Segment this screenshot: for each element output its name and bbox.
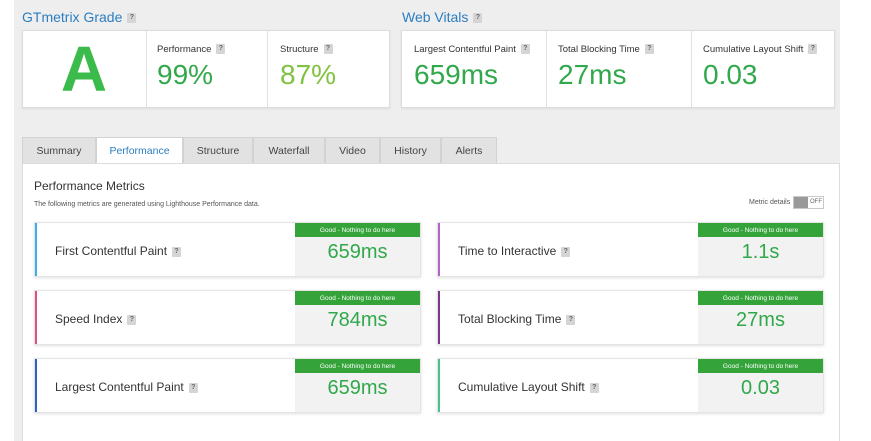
vital-lcp-value: 659ms: [414, 59, 499, 90]
web-vitals-title-text: Web Vitals: [402, 9, 469, 25]
performance-label: Performance?: [157, 44, 226, 55]
web-vitals-title: Web Vitals?: [402, 9, 483, 25]
help-icon[interactable]: ?: [808, 44, 818, 55]
metric-name: Cumulative Layout Shift?: [458, 380, 599, 394]
metric-color-bar: [35, 359, 37, 412]
help-icon[interactable]: ?: [566, 314, 576, 325]
tab-history[interactable]: History: [380, 137, 441, 164]
metric-name-text: Largest Contentful Paint: [55, 380, 184, 394]
good-badge: Good - Nothing to do here: [295, 359, 420, 373]
tab-alerts[interactable]: Alerts: [441, 137, 497, 164]
divider: [146, 31, 147, 107]
help-icon[interactable]: ?: [520, 44, 530, 55]
metric-result: Good - Nothing to do here 659ms: [295, 223, 420, 276]
divider: [691, 31, 692, 107]
web-vitals-card: Largest Contentful Paint? 659ms Total Bl…: [401, 30, 835, 108]
structure-label-text: Structure: [280, 44, 319, 55]
metric-result: Good - Nothing to do here 659ms: [295, 359, 420, 412]
metric-name-text: Time to Interactive: [458, 244, 557, 258]
divider: [546, 31, 547, 107]
vital-lcp-label-text: Largest Contentful Paint: [414, 44, 516, 55]
metric-result: Good - Nothing to do here 0.03: [698, 359, 823, 412]
performance-panel: Performance Metrics The following metric…: [22, 163, 840, 441]
help-icon[interactable]: ?: [216, 44, 226, 55]
tab-structure[interactable]: Structure: [183, 137, 253, 164]
metric-card-cumulative-layout-shift: Cumulative Layout Shift? Good - Nothing …: [437, 358, 824, 413]
metric-color-bar: [438, 223, 440, 276]
metric-details-toggle[interactable]: OFF: [793, 196, 824, 209]
help-icon[interactable]: ?: [172, 246, 182, 257]
metric-name-text: Speed Index: [55, 312, 123, 326]
metric-value: 659ms: [327, 377, 388, 399]
metric-name: Largest Contentful Paint?: [55, 380, 198, 394]
metric-card-time-to-interactive: Time to Interactive? Good - Nothing to d…: [437, 222, 824, 277]
gtmetrix-grade-title: GTmetrix Grade?: [22, 9, 137, 25]
good-badge: Good - Nothing to do here: [698, 359, 823, 373]
tab-performance[interactable]: Performance: [96, 137, 183, 164]
metric-name: Time to Interactive?: [458, 244, 571, 258]
metric-details-label: Metric details: [749, 199, 791, 206]
metric-result: Good - Nothing to do here 27ms: [698, 291, 823, 344]
structure-label: Structure?: [280, 44, 333, 55]
good-badge: Good - Nothing to do here: [698, 291, 823, 305]
help-icon[interactable]: ?: [127, 314, 137, 325]
metric-color-bar: [35, 291, 37, 344]
metric-card-speed-index: Speed Index? Good - Nothing to do here 7…: [34, 290, 421, 345]
help-icon[interactable]: ?: [589, 382, 599, 393]
metric-value: 659ms: [327, 241, 388, 263]
metric-result: Good - Nothing to do here 1.1s: [698, 223, 823, 276]
metric-value: 27ms: [736, 309, 785, 331]
metric-value: 1.1s: [741, 241, 780, 263]
metric-name: Total Blocking Time?: [458, 312, 576, 326]
help-icon[interactable]: ?: [644, 44, 654, 55]
metric-result: Good - Nothing to do here 784ms: [295, 291, 420, 344]
divider: [267, 31, 268, 107]
help-icon[interactable]: ?: [561, 246, 571, 257]
tab-waterfall[interactable]: Waterfall: [253, 137, 325, 164]
vital-tbt-label: Total Blocking Time?: [558, 44, 654, 55]
good-badge: Good - Nothing to do here: [295, 223, 420, 237]
vital-lcp-label: Largest Contentful Paint?: [414, 44, 530, 55]
help-icon[interactable]: ?: [127, 13, 137, 24]
metric-name-text: Total Blocking Time: [458, 312, 562, 326]
metric-color-bar: [438, 291, 440, 344]
help-icon[interactable]: ?: [323, 44, 333, 55]
metric-name-text: Cumulative Layout Shift: [458, 380, 585, 394]
metric-color-bar: [438, 359, 440, 412]
metric-name: Speed Index?: [55, 312, 137, 326]
vital-cls-label: Cumulative Layout Shift?: [703, 44, 818, 55]
tab-summary[interactable]: Summary: [22, 137, 96, 164]
toggle-state: OFF: [810, 199, 822, 205]
toggle-knob: [794, 197, 808, 208]
metric-value: 0.03: [741, 377, 780, 399]
grade-letter: A: [60, 33, 109, 105]
performance-label-text: Performance: [157, 44, 212, 55]
vital-cls-label-text: Cumulative Layout Shift: [703, 44, 804, 55]
help-icon[interactable]: ?: [188, 382, 198, 393]
metric-name: First Contentful Paint?: [55, 244, 182, 258]
metric-name-text: First Contentful Paint: [55, 244, 168, 258]
structure-value: 87%: [280, 59, 337, 90]
good-badge: Good - Nothing to do here: [295, 291, 420, 305]
performance-metrics-subtitle: The following metrics are generated usin…: [34, 201, 260, 208]
gtmetrix-grade-title-text: GTmetrix Grade: [22, 9, 123, 25]
good-badge: Good - Nothing to do here: [698, 223, 823, 237]
tab-video[interactable]: Video: [325, 137, 380, 164]
metric-color-bar: [35, 223, 37, 276]
performance-value: 99%: [157, 59, 214, 90]
help-icon[interactable]: ?: [473, 13, 483, 24]
metric-card-largest-contentful-paint: Largest Contentful Paint? Good - Nothing…: [34, 358, 421, 413]
gtmetrix-grade-card: A Performance? 99% Structure? 87%: [22, 30, 390, 108]
metric-card-first-contentful-paint: First Contentful Paint? Good - Nothing t…: [34, 222, 421, 277]
metric-card-total-blocking-time: Total Blocking Time? Good - Nothing to d…: [437, 290, 824, 345]
vital-tbt-label-text: Total Blocking Time: [558, 44, 640, 55]
metric-value: 784ms: [327, 309, 388, 331]
vital-tbt-value: 27ms: [558, 59, 627, 90]
vital-cls-value: 0.03: [703, 59, 758, 90]
performance-metrics-title: Performance Metrics: [34, 179, 145, 193]
